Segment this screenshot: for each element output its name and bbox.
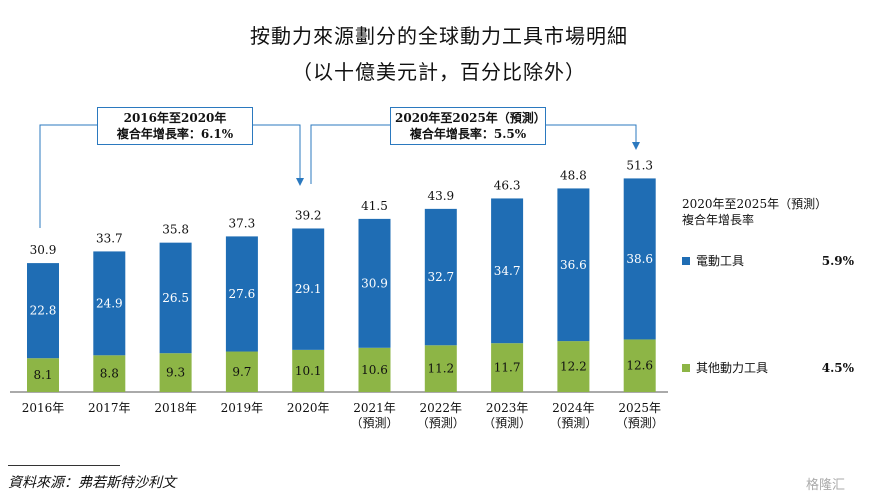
bar-value-label: 38.6: [626, 252, 653, 266]
bar-value-label: 22.8: [30, 304, 57, 318]
x-tick-label: （預測）: [549, 416, 597, 430]
legend-pct-other: 4.5%: [821, 360, 854, 375]
bar-total-label: 37.3: [229, 216, 256, 230]
cagr-label-historical: 複合年增長率：6.1%: [116, 127, 234, 141]
cagr-box-forecast: 2020年至2025年（預測） 複合年增長率：5.5%: [390, 107, 546, 145]
legend-label-electric: 電動工具: [696, 254, 745, 268]
bar-segment-electric: [358, 218, 391, 348]
bar-value-label: 29.1: [295, 282, 322, 296]
bar-total-label: 33.7: [96, 231, 123, 245]
bar-value-label: 11.7: [494, 361, 521, 375]
x-tick-label: 2025年: [618, 401, 661, 415]
bar-value-label: 24.9: [96, 296, 123, 310]
legend-item-electric: 電動工具 5.9%: [682, 252, 854, 269]
bar-value-label: 12.6: [626, 359, 653, 373]
bar-value-label: 34.7: [494, 264, 521, 278]
bar-value-label: 30.9: [361, 276, 388, 290]
bar-total-label: 39.2: [295, 208, 322, 222]
bar-segment-electric: [557, 188, 590, 342]
bar-segment-electric: [424, 208, 457, 346]
bar-segment-other: [225, 351, 258, 392]
bar-value-label: 10.6: [361, 363, 388, 377]
bar-total-label: 43.9: [427, 189, 454, 203]
cagr-arrow-historical: [39, 124, 304, 228]
x-tick-label: 2020年: [287, 401, 330, 415]
legend-header-cagr: 複合年增長率: [682, 213, 755, 227]
watermark: 格隆汇: [806, 478, 846, 493]
bar-segment-other: [27, 358, 59, 392]
x-tick-label: 2017年: [88, 401, 131, 415]
bar-segment-electric: [292, 228, 325, 350]
legend-pct-electric: 5.9%: [821, 253, 854, 268]
bar-segment-electric: [27, 263, 59, 359]
bar-segment-other: [93, 355, 126, 392]
x-tick-label: 2016年: [22, 401, 65, 415]
cagr-period-historical: 2016年至2020年: [123, 111, 227, 125]
cagr-period-forecast: 2020年至2025年（預測）: [395, 111, 546, 125]
bar-segment-electric: [491, 198, 524, 344]
bar-segment-other: [292, 349, 325, 392]
bar-value-label: 9.3: [166, 366, 185, 380]
x-tick-label: 2018年: [154, 401, 197, 415]
x-tick-label: 2024年: [552, 401, 595, 415]
chart-title: 按動力來源劃分的全球動力工具市場明細: [250, 24, 628, 48]
x-tick-label: 2021年: [353, 401, 396, 415]
cagr-box-historical: 2016年至2020年 複合年增長率：6.1%: [97, 107, 253, 145]
bar-value-label: 9.7: [232, 365, 251, 379]
bar-value-label: 8.1: [33, 368, 52, 382]
legend-swatch-other: [682, 363, 690, 372]
x-tick-label: （預測）: [483, 416, 531, 430]
bar-value-label: 10.1: [295, 364, 322, 378]
cagr-arrow-forecast: [310, 124, 640, 184]
bar-value-label: 12.2: [560, 360, 587, 374]
bar-total-label: 48.8: [560, 168, 587, 182]
bar-segment-other: [491, 343, 524, 392]
bar-segment-other: [424, 345, 457, 392]
bar-value-label: 26.5: [162, 291, 189, 305]
bar-total-label: 46.3: [494, 178, 521, 192]
x-tick-label: 2019年: [221, 401, 264, 415]
x-tick-label: （預測）: [417, 416, 465, 430]
legend-header-period: 2020年至2025年（預測）: [682, 197, 828, 211]
source-divider: [8, 465, 120, 466]
bar-segment-other: [623, 339, 656, 392]
bar-total-label: 35.8: [162, 223, 189, 237]
legend-header: 2020年至2025年（預測） 複合年增長率: [682, 196, 827, 228]
x-tick-label: （預測）: [616, 416, 664, 430]
bar-total-label: 51.3: [626, 158, 653, 172]
bar-value-label: 27.6: [229, 287, 256, 301]
cagr-label-forecast: 複合年增長率：5.5%: [409, 127, 527, 141]
x-tick-label: 2023年: [486, 401, 529, 415]
bar-value-label: 36.6: [560, 258, 587, 272]
source-note: 資料來源：弗若斯特沙利文: [8, 475, 176, 491]
x-tick-label: （預測）: [350, 416, 398, 430]
x-tick-label: 2022年: [420, 401, 463, 415]
bar-segment-other: [557, 341, 590, 392]
bar-total-label: 41.5: [361, 199, 388, 213]
bar-segment-electric: [93, 251, 126, 356]
bar-value-label: 8.8: [100, 367, 119, 381]
bar-segment-electric: [623, 178, 656, 340]
bar-segment-electric: [159, 242, 192, 354]
bar-segment-other: [159, 353, 192, 392]
bar-segment-other: [358, 347, 391, 392]
bar-total-label: 30.9: [30, 243, 57, 257]
bar-value-label: 11.2: [427, 362, 454, 376]
legend-swatch-electric: [682, 256, 690, 265]
legend-label-other: 其他動力工具: [696, 361, 769, 375]
bar-value-label: 32.7: [427, 270, 454, 284]
legend-item-other: 其他動力工具 4.5%: [682, 359, 854, 376]
bar-segment-electric: [225, 236, 258, 352]
chart-subtitle: （以十億美元計，百分比除外）: [292, 60, 586, 84]
